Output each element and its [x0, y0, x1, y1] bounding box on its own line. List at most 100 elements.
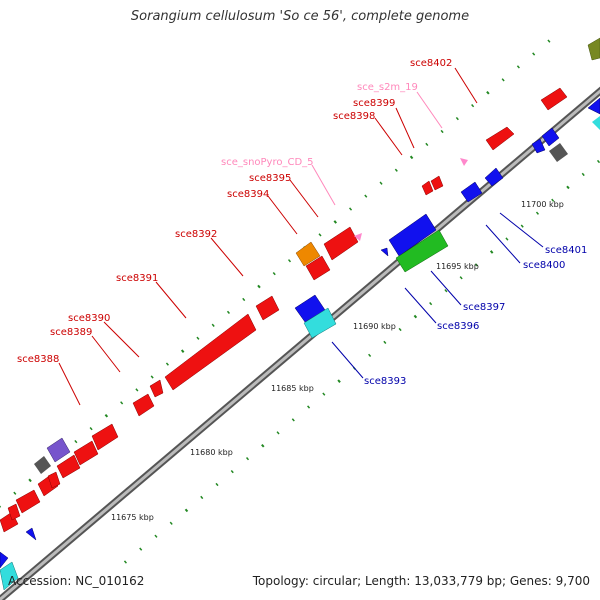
- tick-dot: [211, 323, 215, 327]
- gene-label: sce8401: [545, 245, 587, 256]
- other-features[interactable]: [34, 37, 600, 474]
- tick-marks: [0, 39, 600, 564]
- gene-sce8393b: [303, 307, 337, 339]
- tick-dot: [226, 310, 231, 315]
- tick-dot: [520, 224, 524, 228]
- gene-label: sce8390: [68, 313, 110, 324]
- tick-dot: [215, 482, 219, 487]
- tick-dot: [200, 495, 204, 500]
- gene-label: sce8392: [175, 229, 217, 240]
- gene-sce8400b: [460, 181, 483, 203]
- tick-dot: [440, 129, 444, 134]
- tick-dot: [318, 233, 322, 237]
- gene-labels[interactable]: sce8402 sce_s2m_19 sce8399 sce8398 sce_s…: [17, 58, 587, 387]
- tick-dot: [150, 375, 154, 379]
- tick-dot: [409, 155, 414, 160]
- tick-dot: [272, 272, 276, 276]
- tick-dot: [120, 401, 124, 405]
- tick-dot: [348, 207, 353, 211]
- gene-sce8398b: [430, 175, 444, 191]
- gene-sce8395b: [305, 255, 331, 281]
- tick-dot: [245, 457, 250, 461]
- gene-gray-1: [34, 456, 51, 474]
- gene-olive: [587, 37, 600, 61]
- gene-sce8392: [164, 313, 257, 391]
- accession-text: Accession: NC_010162: [8, 574, 145, 588]
- gene-sce8399: [485, 126, 515, 151]
- tick-dot: [444, 289, 448, 293]
- gene-label: sce8394: [227, 189, 269, 200]
- tick-dot: [364, 194, 368, 198]
- gene-sce8389: [91, 423, 119, 451]
- gene-sce8388: [73, 440, 99, 466]
- gene-label: sce8395: [249, 173, 291, 184]
- rna-sce_snoPyro_CD_5: [354, 233, 362, 241]
- gene-sce8402: [540, 87, 568, 111]
- gene-label: sce8391: [116, 273, 158, 284]
- tick-dot: [459, 276, 463, 280]
- tick-dot: [581, 172, 585, 177]
- gene-sce8400: [484, 167, 504, 187]
- tick-dot: [566, 185, 570, 190]
- gene-sce8401: [541, 127, 560, 147]
- gene-sce8396: [395, 229, 449, 273]
- tick-dot: [489, 250, 494, 254]
- gene-sce8398: [421, 180, 434, 196]
- tick-dot: [287, 259, 292, 263]
- map-title: Sorangium cellulosum 'So ce 56', complet…: [130, 9, 470, 24]
- gene-extra-2: [15, 489, 41, 514]
- tick-dot: [455, 116, 459, 121]
- tick-dot: [394, 168, 398, 172]
- scale-label: 11700 kbp: [521, 200, 564, 209]
- gene-purple: [46, 437, 71, 463]
- tick-dot: [104, 413, 109, 418]
- tick-dot: [429, 302, 433, 306]
- tick-dot: [535, 211, 540, 215]
- topology-text: Topology: circular; Length: 13,033,779 b…: [252, 574, 590, 588]
- tick-dot: [261, 443, 265, 448]
- gene-extra-5: [7, 503, 21, 521]
- tick-dot: [505, 237, 509, 241]
- tick-dot: [165, 362, 169, 366]
- gene-blue-right: [587, 97, 600, 115]
- tick-dot: [471, 104, 475, 108]
- gene-sce8395: [323, 226, 359, 261]
- gene-sce8390: [132, 393, 155, 417]
- label-leaders: [58, 67, 544, 406]
- tick-dot: [180, 349, 185, 353]
- gene-label: sce8398: [333, 111, 375, 122]
- tick-dot: [383, 340, 387, 345]
- gene-label: sce8396: [437, 321, 479, 332]
- gene-label: sce8389: [50, 327, 92, 338]
- tick-dot: [89, 427, 93, 431]
- tick-dot: [291, 418, 295, 422]
- tick-dot: [276, 431, 280, 435]
- gene-label: sce8400: [523, 260, 565, 271]
- tick-dot: [501, 78, 505, 82]
- gene-label: sce8388: [17, 354, 59, 365]
- tick-dot: [333, 220, 338, 224]
- tick-dot: [169, 521, 173, 525]
- gene-label: sce_s2m_19: [357, 82, 418, 93]
- forward-strand-genes[interactable]: [0, 87, 568, 533]
- tick-dot: [596, 159, 600, 164]
- tick-dot: [307, 405, 311, 409]
- gene-blue-small-2: [25, 527, 37, 541]
- tick-dot: [196, 336, 200, 340]
- tick-dot: [368, 353, 372, 357]
- scale-label: 11695 kbp: [436, 262, 479, 271]
- tick-dot: [154, 534, 158, 538]
- gene-blue-small-1: [380, 247, 389, 257]
- gene-label: sce_snoPyro_CD_5: [221, 157, 314, 168]
- tick-dot: [337, 379, 341, 383]
- tick-dot: [74, 439, 78, 444]
- genome-backbone: [0, 86, 600, 600]
- gene-gray-2: [549, 143, 568, 162]
- gene-label: sce8393: [364, 376, 406, 387]
- reverse-strand-genes[interactable]: [0, 97, 600, 591]
- tick-dot: [516, 65, 520, 69]
- tick-dot: [532, 52, 536, 56]
- tick-dot: [486, 90, 490, 95]
- gene-label: sce8397: [463, 302, 505, 313]
